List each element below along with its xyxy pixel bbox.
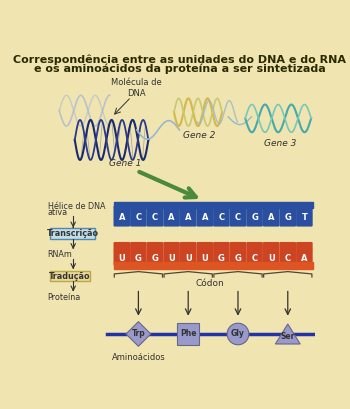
- Circle shape: [227, 323, 249, 345]
- Text: Hélice de DNA: Hélice de DNA: [48, 202, 105, 211]
- FancyBboxPatch shape: [230, 242, 246, 266]
- Text: U: U: [201, 254, 208, 263]
- Text: Phe: Phe: [180, 330, 196, 339]
- Bar: [113, 262, 313, 269]
- Text: A: A: [202, 213, 208, 222]
- FancyBboxPatch shape: [263, 206, 280, 227]
- FancyBboxPatch shape: [296, 242, 313, 266]
- Text: U: U: [118, 254, 125, 263]
- FancyBboxPatch shape: [50, 229, 95, 238]
- Text: C: C: [252, 254, 258, 263]
- Text: Trp: Trp: [132, 330, 145, 339]
- Text: G: G: [251, 213, 258, 222]
- FancyBboxPatch shape: [130, 206, 147, 227]
- Text: U: U: [268, 254, 274, 263]
- FancyBboxPatch shape: [147, 242, 163, 266]
- Text: C: C: [285, 254, 291, 263]
- Text: C: C: [135, 213, 141, 222]
- Text: Gene 3: Gene 3: [264, 139, 296, 148]
- FancyBboxPatch shape: [246, 206, 263, 227]
- Text: U: U: [185, 254, 191, 263]
- Text: C: C: [152, 213, 158, 222]
- Text: Proteína: Proteína: [48, 292, 81, 301]
- FancyBboxPatch shape: [113, 206, 130, 227]
- FancyBboxPatch shape: [280, 242, 296, 266]
- Text: T: T: [301, 213, 307, 222]
- Text: ativa: ativa: [48, 208, 68, 217]
- FancyBboxPatch shape: [246, 242, 263, 266]
- FancyBboxPatch shape: [113, 242, 130, 266]
- Text: Ser: Ser: [281, 332, 295, 341]
- Text: A: A: [301, 254, 308, 263]
- Text: Molécula de
DNA: Molécula de DNA: [111, 78, 162, 98]
- FancyBboxPatch shape: [263, 242, 280, 266]
- FancyBboxPatch shape: [213, 242, 230, 266]
- Text: G: G: [218, 254, 225, 263]
- FancyBboxPatch shape: [296, 206, 313, 227]
- FancyBboxPatch shape: [180, 242, 196, 266]
- Text: RNAm: RNAm: [48, 250, 72, 259]
- FancyBboxPatch shape: [147, 206, 163, 227]
- Text: Tradução: Tradução: [49, 272, 91, 281]
- Text: A: A: [168, 213, 175, 222]
- Text: G: G: [234, 254, 241, 263]
- Text: A: A: [268, 213, 274, 222]
- FancyBboxPatch shape: [230, 206, 246, 227]
- FancyBboxPatch shape: [280, 206, 296, 227]
- Bar: [113, 202, 313, 208]
- Text: G: G: [135, 254, 142, 263]
- Text: Gene 1: Gene 1: [109, 159, 141, 168]
- FancyBboxPatch shape: [163, 242, 180, 266]
- Text: Transcrição: Transcrição: [47, 229, 98, 238]
- Text: Gene 2: Gene 2: [183, 131, 215, 140]
- Text: G: G: [152, 254, 159, 263]
- Text: Códon: Códon: [195, 279, 224, 288]
- Bar: [177, 323, 199, 345]
- FancyBboxPatch shape: [130, 242, 147, 266]
- FancyBboxPatch shape: [213, 206, 230, 227]
- Polygon shape: [275, 324, 300, 344]
- Text: Gly: Gly: [231, 330, 245, 339]
- Text: C: C: [235, 213, 241, 222]
- Text: A: A: [119, 213, 125, 222]
- Text: e os aminoácidos da proteína a ser sintetizada: e os aminoácidos da proteína a ser sinte…: [34, 64, 325, 74]
- FancyBboxPatch shape: [196, 206, 213, 227]
- Text: G: G: [284, 213, 291, 222]
- Text: Aminoácidos: Aminoácidos: [112, 353, 165, 362]
- Polygon shape: [126, 321, 151, 346]
- Text: C: C: [218, 213, 224, 222]
- FancyBboxPatch shape: [180, 206, 196, 227]
- Text: A: A: [185, 213, 191, 222]
- Text: Correspondência entre as unidades do DNA e do RNA: Correspondência entre as unidades do DNA…: [13, 55, 346, 65]
- Text: U: U: [168, 254, 175, 263]
- FancyBboxPatch shape: [196, 242, 213, 266]
- FancyBboxPatch shape: [50, 271, 90, 281]
- FancyBboxPatch shape: [163, 206, 180, 227]
